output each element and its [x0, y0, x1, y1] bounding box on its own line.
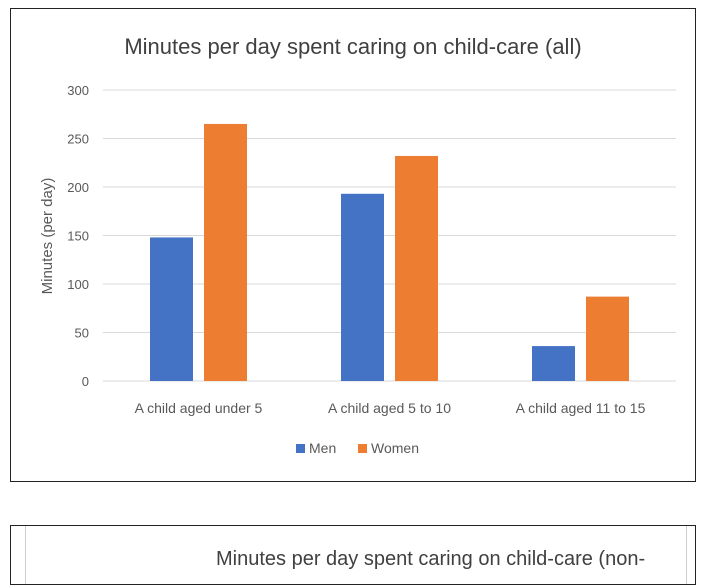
legend-swatch-women [358, 444, 367, 453]
bar-men [532, 346, 575, 381]
bar-women [395, 155, 438, 381]
legend: Men Women [296, 440, 419, 456]
legend-swatch-men [296, 444, 305, 453]
y-tick-label: 100 [67, 277, 89, 292]
x-tick-label: A child aged 5 to 10 [328, 400, 451, 416]
inner-border-right [686, 526, 687, 584]
chart-frame-non: Minutes per day spent caring on child-ca… [10, 525, 696, 585]
y-tick-label: 50 [75, 326, 89, 341]
bars [150, 123, 629, 381]
bar-men [150, 237, 193, 381]
x-tick-label: A child aged 11 to 15 [516, 400, 646, 416]
y-tick-label: 200 [67, 180, 89, 195]
legend-label-women: Women [371, 440, 419, 456]
y-tick-label: 150 [67, 229, 89, 244]
inner-border-left [25, 526, 26, 584]
bar-women [204, 123, 247, 381]
grid-lines [103, 89, 676, 382]
chart-title: Minutes per day spent caring on child-ca… [124, 34, 581, 59]
y-tick-label: 250 [67, 132, 89, 147]
x-tick-labels: A child aged under 5 A child aged 5 to 10… [135, 400, 646, 416]
chart-all-svg: Minutes per day spent caring on child-ca… [39, 34, 676, 456]
bar-women [586, 296, 629, 381]
y-tick-label: 300 [67, 83, 89, 98]
legend-label-men: Men [309, 440, 336, 456]
x-tick-label: A child aged under 5 [135, 400, 263, 416]
bar-men [341, 193, 384, 381]
y-tick-labels: 0 50 100 150 200 250 300 [67, 83, 89, 389]
chart-title-2: Minutes per day spent caring on child-ca… [216, 548, 646, 570]
y-axis-label: Minutes (per day) [39, 178, 56, 295]
y-tick-label: 0 [82, 374, 89, 389]
